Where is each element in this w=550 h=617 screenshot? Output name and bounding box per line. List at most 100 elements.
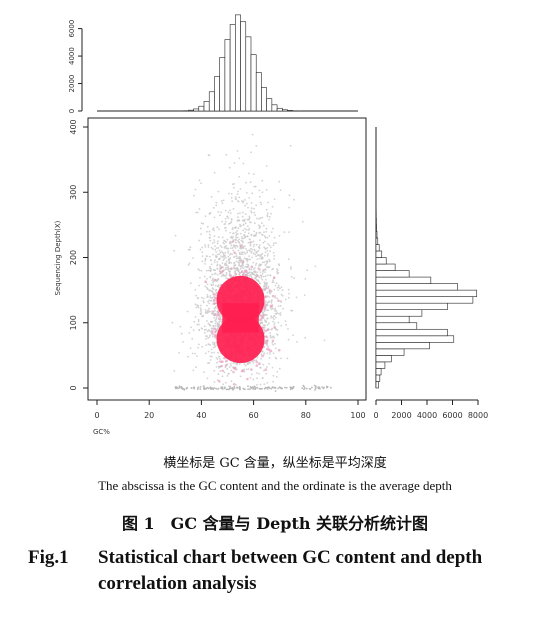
data-point (273, 315, 276, 317)
data-point (253, 274, 256, 276)
data-point (233, 245, 235, 248)
data-point (244, 252, 247, 255)
data-point (214, 245, 216, 248)
data-point (273, 242, 275, 245)
data-point (205, 328, 208, 331)
data-point (204, 332, 206, 334)
data-point (233, 251, 236, 254)
data-point (224, 254, 226, 257)
figure-label: Fig.1 (28, 547, 69, 568)
data-point (246, 377, 249, 381)
data-point (275, 242, 277, 244)
data-point (201, 327, 203, 330)
data-point (232, 366, 236, 370)
data-point (219, 266, 223, 270)
data-point (242, 237, 245, 240)
data-point (265, 284, 268, 286)
data-point (171, 321, 174, 324)
data-point (219, 360, 223, 364)
data-point (247, 263, 250, 266)
data-point (188, 262, 191, 265)
data-point (200, 304, 202, 307)
y-tick-label: 100 (69, 315, 78, 330)
data-point (249, 250, 251, 252)
data-point (252, 361, 255, 364)
data-point (190, 387, 193, 389)
data-point (173, 370, 176, 372)
data-point (216, 264, 219, 267)
data-point (244, 222, 247, 225)
data-point (233, 267, 236, 270)
data-point (220, 318, 223, 321)
data-point (199, 277, 201, 279)
data-point (266, 382, 269, 384)
data-point (237, 212, 240, 215)
data-point (228, 385, 230, 387)
data-point (277, 299, 280, 303)
data-point (208, 343, 210, 346)
data-point (241, 237, 243, 240)
top-marginal-histogram: 0 2000 4000 6000 (68, 14, 358, 113)
data-point (205, 388, 207, 390)
data-point (225, 227, 227, 229)
data-point (189, 282, 192, 285)
data-point (255, 231, 258, 234)
data-point (256, 356, 259, 359)
data-point (213, 216, 216, 219)
data-point (249, 241, 251, 244)
data-point (243, 257, 246, 260)
right-hist-tick-label: 0 (373, 411, 378, 420)
data-point (275, 282, 278, 285)
data-point (211, 291, 214, 294)
data-point (216, 253, 219, 256)
data-point (258, 264, 260, 267)
data-point (278, 312, 280, 315)
data-point (234, 272, 237, 276)
data-point (264, 386, 267, 389)
data-point (256, 258, 259, 261)
data-point (319, 387, 321, 390)
data-point (220, 211, 223, 214)
data-point (266, 215, 269, 218)
data-point (269, 250, 271, 253)
data-point (212, 227, 215, 230)
data-point (242, 264, 244, 267)
data-point (239, 267, 242, 270)
data-point (236, 233, 239, 235)
data-point (189, 246, 192, 249)
data-point (201, 246, 204, 249)
data-point (269, 304, 273, 308)
data-point (213, 239, 215, 241)
data-point (211, 320, 214, 323)
data-point (204, 215, 207, 218)
data-point (187, 355, 190, 358)
top-hist-tick-label: 2000 (68, 75, 76, 93)
data-point (204, 280, 207, 284)
data-point (280, 286, 283, 289)
data-point (265, 314, 268, 316)
data-point (265, 266, 268, 268)
data-point (273, 198, 276, 201)
data-point (276, 334, 279, 336)
data-point (253, 385, 256, 388)
data-point (209, 270, 212, 273)
data-point (241, 262, 244, 265)
data-point (218, 249, 221, 252)
data-point (210, 331, 214, 335)
data-point (258, 372, 260, 375)
data-point (199, 313, 202, 315)
data-point (268, 300, 270, 303)
data-point (267, 348, 271, 351)
data-point (217, 351, 219, 354)
data-point (266, 274, 269, 277)
data-point (236, 150, 239, 152)
data-point (287, 338, 290, 341)
right-hist-bar (375, 355, 392, 363)
data-point (224, 275, 227, 277)
data-point (260, 203, 263, 206)
data-point (213, 341, 216, 344)
data-point (265, 286, 268, 290)
data-point (223, 257, 226, 260)
data-point (252, 240, 255, 243)
data-point (180, 332, 183, 335)
